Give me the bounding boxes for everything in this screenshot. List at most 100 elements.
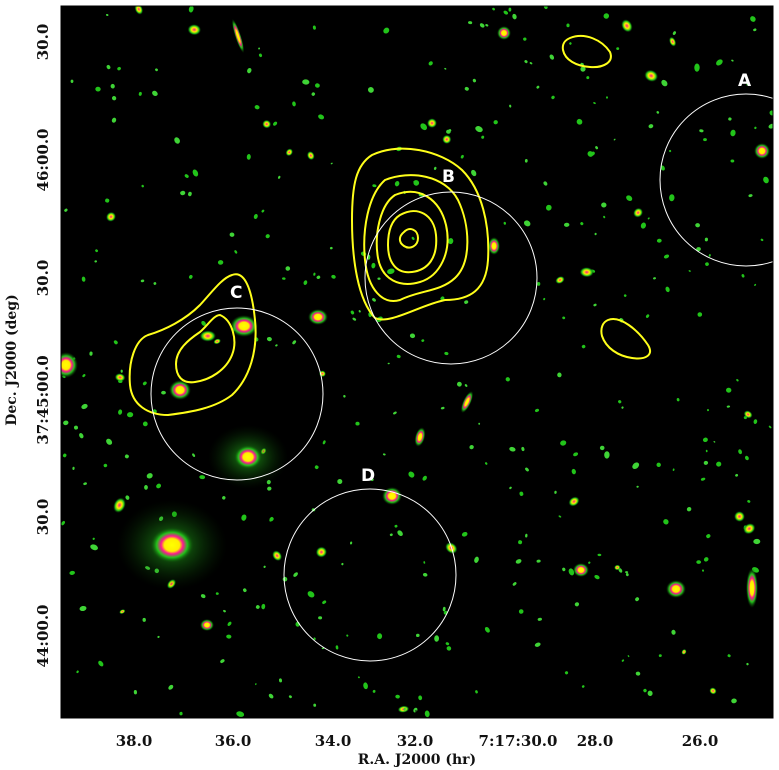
faint-galaxy	[346, 634, 349, 637]
faint-galaxy	[215, 592, 219, 595]
faint-galaxy	[83, 482, 87, 486]
x-axis-tick-labels: 38.0 36.0 34.0 32.0 7:17:30.0 28.0 26.0	[116, 732, 719, 750]
faint-galaxy	[433, 166, 437, 170]
faint-galaxy	[754, 283, 757, 286]
faint-galaxy	[665, 286, 670, 293]
faint-galaxy	[119, 609, 126, 615]
faint-galaxy	[469, 444, 474, 450]
x-tick-label: 32.0	[397, 732, 434, 750]
faint-galaxy	[603, 215, 606, 219]
faint-galaxy	[594, 574, 600, 580]
faint-galaxy	[269, 519, 272, 522]
region-circles	[150, 93, 773, 662]
faint-galaxy	[267, 486, 272, 491]
faint-galaxy	[382, 453, 386, 456]
bright-galaxy-n	[460, 390, 474, 414]
x-axis-title: R.A. J2000 (hr)	[358, 752, 476, 768]
faint-galaxy	[335, 645, 339, 650]
faint-galaxy	[512, 582, 517, 586]
faint-galaxy	[593, 102, 596, 105]
faint-galaxy	[76, 670, 79, 674]
faint-galaxy	[422, 572, 428, 577]
bright-galaxy-k	[573, 563, 589, 577]
faint-galaxy	[389, 533, 393, 537]
faint-galaxy	[444, 67, 447, 70]
faint-galaxy	[509, 486, 512, 490]
faint-galaxy	[560, 440, 567, 446]
contour-b-2	[363, 174, 469, 302]
y-tick-label: 30.0	[34, 24, 52, 61]
faint-galaxy	[672, 468, 675, 471]
faint-galaxy	[413, 180, 420, 186]
faint-galaxy	[372, 689, 376, 693]
faint-galaxy	[318, 616, 323, 620]
faint-galaxy	[371, 262, 376, 269]
y-tick-label: 46:00.0	[34, 129, 52, 192]
y-tick-label: 30.0	[34, 499, 52, 536]
region-circle-a	[659, 93, 773, 267]
y-tick-label: 44:00.0	[34, 605, 52, 668]
faint-galaxy	[423, 561, 426, 564]
faint-galaxy	[625, 571, 629, 574]
faint-galaxy	[763, 176, 769, 184]
faint-galaxy	[322, 440, 326, 445]
faint-galaxy	[420, 123, 428, 131]
faint-galaxy	[141, 184, 144, 188]
faint-galaxy	[474, 556, 479, 563]
faint-galaxy	[505, 377, 510, 382]
faint-galaxy	[111, 117, 117, 123]
faint-galaxy	[69, 570, 75, 575]
faint-galaxy	[616, 47, 620, 51]
x-tick-label: 26.0	[682, 732, 719, 750]
faint-galaxy	[728, 117, 732, 121]
faint-galaxy	[543, 181, 548, 186]
faint-galaxy	[672, 31, 676, 35]
bright-sources	[61, 18, 770, 631]
faint-galaxy	[81, 403, 88, 410]
faint-galaxy	[125, 495, 130, 500]
faint-galaxy	[471, 169, 477, 177]
faint-galaxy	[668, 149, 672, 153]
faint-galaxy	[676, 398, 680, 402]
faint-galaxy	[427, 118, 437, 129]
faint-galaxy	[571, 468, 576, 475]
faint-galaxy	[681, 649, 687, 655]
faint-galaxy	[133, 690, 138, 695]
faint-galaxy	[481, 135, 485, 139]
faint-galaxy	[621, 659, 625, 662]
faint-galaxy	[422, 475, 427, 481]
faint-galaxy	[705, 449, 708, 453]
faint-galaxy	[292, 101, 296, 107]
faint-galaxy	[713, 441, 716, 443]
faint-galaxy	[255, 605, 260, 609]
faint-galaxy	[586, 76, 590, 80]
bright-galaxy-c1	[230, 315, 258, 337]
faint-galaxy	[635, 671, 641, 676]
faint-galaxy	[731, 698, 737, 704]
faint-galaxy	[741, 274, 745, 278]
bright-star-core	[150, 527, 194, 563]
faint-galaxy	[746, 82, 750, 86]
faint-galaxy	[519, 491, 524, 496]
faint-galaxy	[702, 437, 708, 443]
faint-galaxy	[446, 646, 452, 651]
faint-galaxy	[161, 390, 166, 395]
faint-galaxy	[566, 23, 570, 28]
y-axis-tick-labels: 30.0 46:00.0 30.0 37:45:00.0 30.0 44:00.…	[34, 24, 52, 668]
faint-galaxy	[199, 475, 206, 480]
faint-galaxy	[246, 154, 251, 160]
faint-galaxy	[120, 369, 123, 373]
faint-galaxy	[313, 272, 316, 276]
faint-galaxy	[656, 462, 661, 467]
faint-galaxy	[653, 277, 656, 280]
faint-galaxy	[727, 654, 731, 658]
faint-galaxy	[355, 421, 360, 426]
faint-galaxy	[525, 467, 529, 472]
faint-galaxy	[316, 275, 321, 279]
faint-galaxy	[89, 351, 93, 356]
faint-galaxy	[524, 159, 528, 163]
faint-galaxy	[551, 95, 555, 100]
faint-galaxy	[738, 449, 742, 455]
faint-galaxy	[113, 497, 126, 513]
faint-galaxy	[306, 151, 315, 161]
